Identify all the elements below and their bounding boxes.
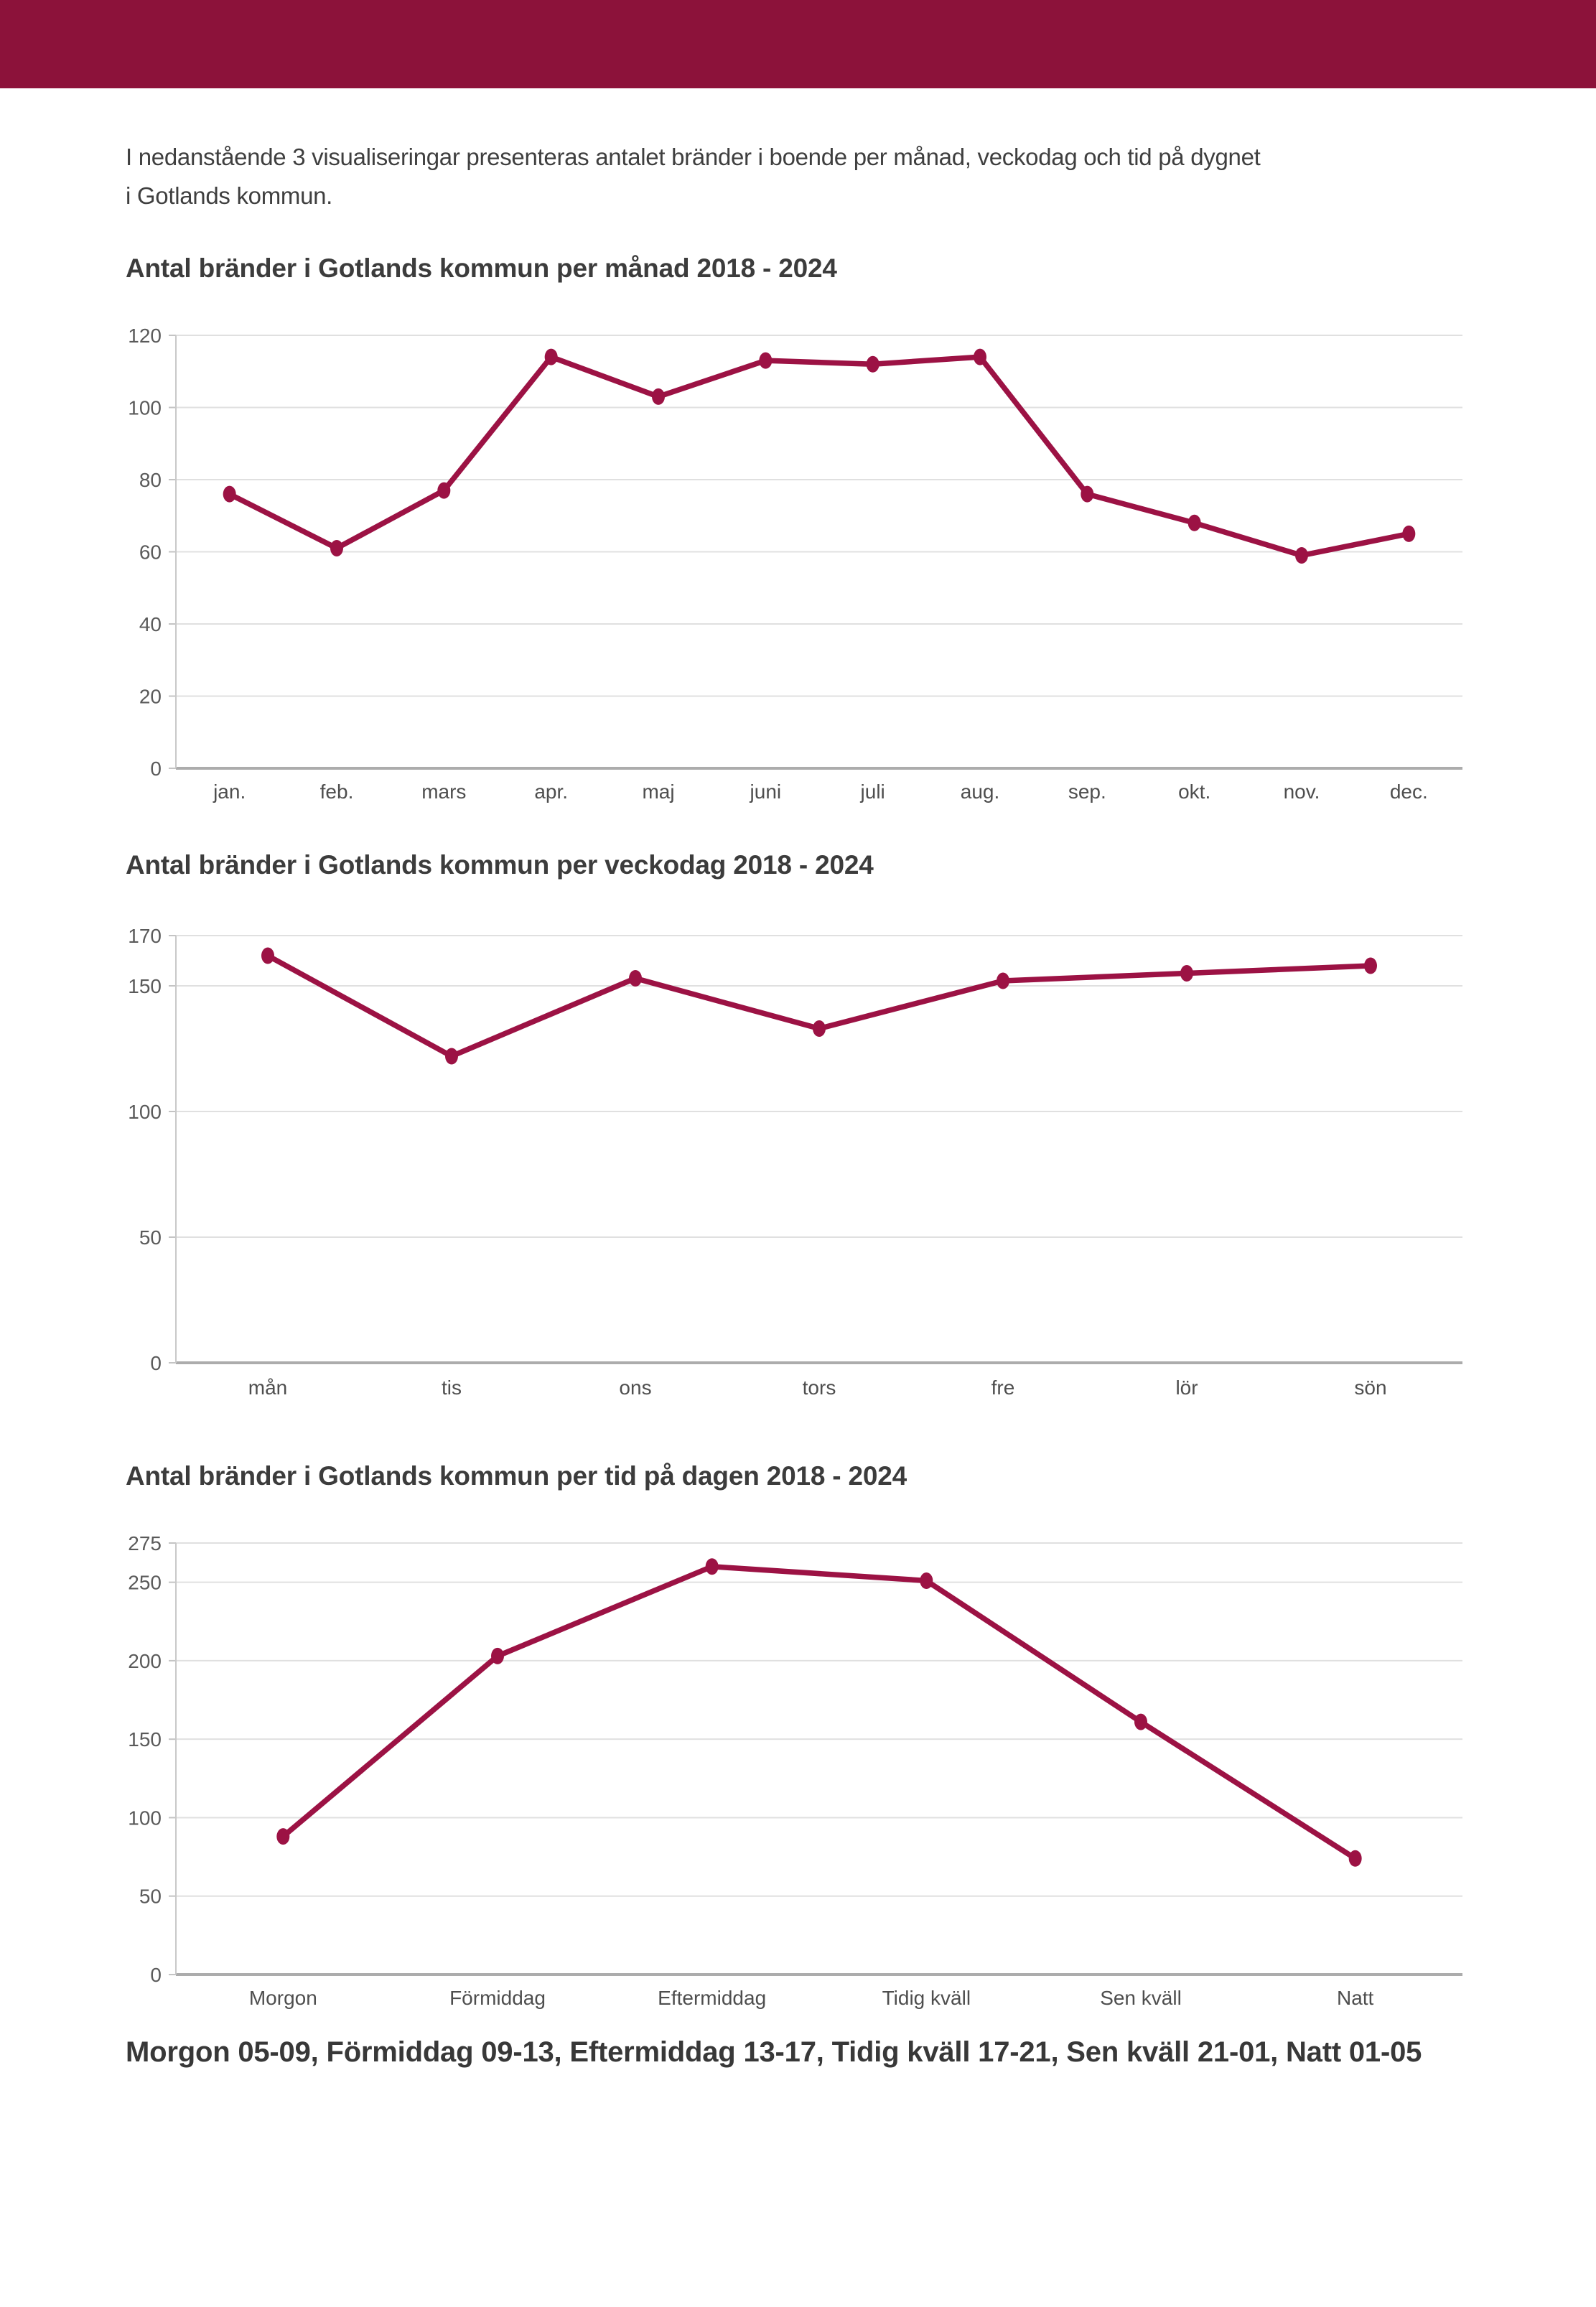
svg-text:juni: juni — [750, 780, 782, 803]
line-chart-per-month: 0 20 40 60 80 100 120 jan. feb. mars apr. maj juni ju… — [128, 325, 1462, 803]
svg-text:200: 200 — [128, 1650, 162, 1672]
svg-text:100: 100 — [128, 1807, 162, 1829]
intro-line-1: I nedanstående 3 visualiseringar present… — [126, 144, 1261, 170]
svg-text:20: 20 — [139, 686, 162, 708]
svg-text:apr.: apr. — [534, 780, 568, 803]
svg-text:sep.: sep. — [1068, 780, 1106, 803]
svg-text:dec.: dec. — [1390, 780, 1428, 803]
svg-text:170: 170 — [128, 925, 162, 947]
svg-text:150: 150 — [128, 1728, 162, 1751]
svg-text:250: 250 — [128, 1572, 162, 1594]
chart-title-per-month: Antal bränder i Gotlands kommun per måna… — [126, 253, 837, 283]
intro-line-2: i Gotlands kommun. — [126, 182, 333, 209]
svg-text:50: 50 — [139, 1226, 162, 1249]
svg-text:Förmiddag: Förmiddag — [449, 1987, 546, 2009]
chart-title-per-time-of-day: Antal bränder i Gotlands kommun per tid … — [126, 1461, 907, 1491]
svg-text:Morgon: Morgon — [249, 1987, 317, 2009]
svg-text:fre: fre — [991, 1376, 1015, 1399]
intro-text: I nedanstående 3 visualiseringar present… — [126, 138, 1261, 215]
line-chart-per-weekday: 0 50 100 150 170 mån tis ons tors fre lör sön — [128, 925, 1462, 1399]
svg-text:juli: juli — [860, 780, 885, 803]
svg-text:40: 40 — [139, 613, 162, 635]
svg-text:Eftermiddag: Eftermiddag — [658, 1987, 766, 2009]
svg-text:mars: mars — [421, 780, 466, 803]
svg-text:120: 120 — [128, 325, 162, 347]
svg-text:ons: ons — [619, 1376, 651, 1399]
svg-text:0: 0 — [150, 1352, 162, 1374]
svg-text:0: 0 — [150, 1964, 162, 1986]
svg-text:Natt: Natt — [1337, 1987, 1374, 2009]
header-banner — [0, 0, 1596, 88]
svg-text:feb.: feb. — [320, 780, 354, 803]
time-interval-legend: Morgon 05-09, Förmiddag 09-13, Eftermidd… — [126, 2036, 1422, 2068]
svg-text:tors: tors — [803, 1376, 836, 1399]
svg-text:okt.: okt. — [1178, 780, 1210, 803]
svg-text:nov.: nov. — [1284, 780, 1320, 803]
svg-text:0: 0 — [150, 758, 162, 780]
svg-text:maj: maj — [642, 780, 674, 803]
chart-title-per-weekday: Antal bränder i Gotlands kommun per veck… — [126, 850, 874, 880]
svg-text:275: 275 — [128, 1532, 162, 1555]
svg-text:150: 150 — [128, 975, 162, 997]
svg-text:mån: mån — [248, 1376, 287, 1399]
svg-text:100: 100 — [128, 397, 162, 419]
svg-text:50: 50 — [139, 1886, 162, 1908]
svg-text:sön: sön — [1354, 1376, 1386, 1399]
svg-text:lör: lör — [1175, 1376, 1198, 1399]
svg-text:100: 100 — [128, 1101, 162, 1123]
svg-text:aug.: aug. — [961, 780, 1000, 803]
line-chart-per-time-of-day: 0 50 100 150 200 250 275 Morgon Förmiddag Eftermi… — [128, 1532, 1462, 2009]
svg-text:Sen kväll: Sen kväll — [1100, 1987, 1182, 2009]
svg-text:Tidig kväll: Tidig kväll — [882, 1987, 971, 2009]
svg-text:80: 80 — [139, 469, 162, 491]
svg-text:60: 60 — [139, 541, 162, 564]
svg-text:jan.: jan. — [213, 780, 246, 803]
svg-text:tis: tis — [442, 1376, 462, 1399]
